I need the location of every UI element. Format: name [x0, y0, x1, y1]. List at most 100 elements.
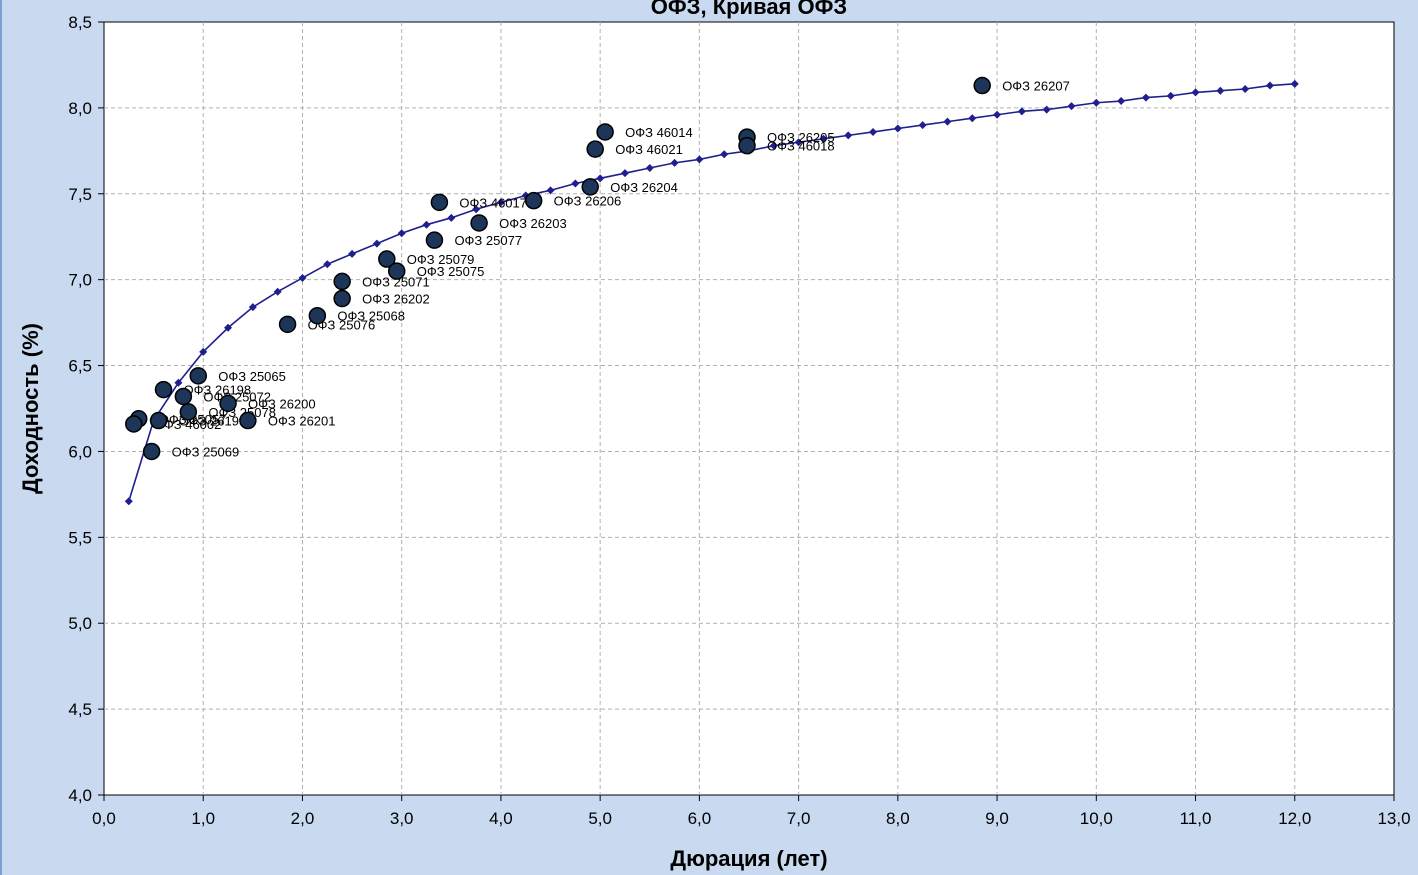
- curve-point: [869, 127, 878, 136]
- curve-point: [472, 205, 481, 214]
- yield-curve-markers: [124, 79, 1299, 506]
- curve-point: [1141, 93, 1150, 102]
- bond-point: [154, 380, 173, 399]
- curve-point: [1290, 79, 1299, 88]
- curve-point: [422, 220, 431, 229]
- curve-point: [372, 239, 381, 248]
- bond-point: [738, 136, 756, 155]
- y-axis-title: Доходность (%): [18, 323, 43, 494]
- bond-point: [333, 272, 351, 291]
- bond-label: ОФЗ 26201: [268, 414, 336, 429]
- bond-point: [333, 289, 351, 308]
- y-tick-label: 8,5: [68, 13, 92, 32]
- curve-point: [273, 287, 282, 296]
- bond-label: ОФЗ 26207: [1002, 79, 1070, 94]
- curve-point: [546, 186, 555, 195]
- curve-point: [670, 158, 679, 167]
- bond-label: ОФЗ 25077: [454, 233, 522, 248]
- curve-point: [620, 169, 629, 178]
- bond-point: [142, 442, 161, 461]
- curve-point: [918, 121, 927, 130]
- chart-title: ОФЗ, Кривая ОФЗ: [651, 0, 847, 19]
- bond-label: ОФЗ 25079: [407, 252, 475, 267]
- bond-point: [596, 123, 614, 141]
- bond-point: [425, 231, 444, 249]
- tick-labels: 0,0 1,0 2,0 3,0 4,0 5,0 6,0 7,0 8,0 9,0 10,0 11,0 12…: [68, 13, 1410, 828]
- curve-point: [1092, 98, 1101, 107]
- x-tick-label: 3,0: [390, 809, 414, 828]
- y-tick-label: 8,0: [68, 99, 92, 118]
- bond-label: ОФЗ 26200: [248, 396, 316, 411]
- x-tick-label: 9,0: [985, 809, 1009, 828]
- bond-point: [378, 250, 396, 268]
- bond-point: [179, 403, 198, 421]
- bond-label: ОФЗ 25065: [218, 369, 286, 384]
- yield-curve-line: [128, 83, 1295, 502]
- bond-point: [174, 387, 193, 406]
- bond-point: [278, 315, 297, 334]
- x-tick-label: 13,0: [1377, 809, 1410, 828]
- x-tick-label: 2,0: [291, 809, 315, 828]
- curve-point: [1067, 102, 1076, 111]
- x-tick-label: 0,0: [92, 809, 116, 828]
- bond-label: ОФЗ 26205: [767, 130, 835, 145]
- curve-point: [968, 114, 977, 123]
- bond-label: ОФЗ 26202: [362, 292, 430, 307]
- y-tick-label: 7,5: [68, 185, 92, 204]
- curve-point: [1117, 97, 1126, 106]
- curve-point: [819, 134, 828, 143]
- curve-point: [769, 141, 778, 150]
- bond-label: ОФЗ 46018: [767, 139, 835, 154]
- x-tick-label: 11,0: [1180, 809, 1212, 828]
- x-axis-title: Дюрация (лет): [670, 846, 827, 871]
- x-tick-label: 1,0: [191, 809, 215, 828]
- x-tick-label: 5,0: [588, 809, 612, 828]
- x-tick-label: 12,0: [1278, 809, 1311, 828]
- bond-point: [239, 411, 257, 430]
- curve-point: [571, 179, 580, 188]
- bond-point: [581, 178, 599, 196]
- curve-point: [844, 131, 853, 140]
- y-tick-label: 6,5: [68, 357, 92, 376]
- curve-point: [794, 138, 803, 147]
- bond-point: [219, 394, 237, 413]
- curve-point: [893, 124, 902, 133]
- bond-label: ОФЗ 25069: [172, 444, 240, 459]
- bond-label: ОФЗ 26204: [610, 180, 678, 195]
- bond-label: ОФЗ 25068: [337, 309, 405, 324]
- x-tick-label: 6,0: [688, 809, 712, 828]
- curve-point: [1216, 86, 1225, 95]
- curve-point: [1166, 91, 1175, 100]
- curve-point: [695, 155, 704, 164]
- bond-label: ОФЗ 25076: [308, 317, 376, 332]
- bond-label: ОФЗ 26199: [179, 414, 247, 429]
- curve-point: [645, 164, 654, 173]
- bond-label: ОФЗ 46014: [625, 125, 693, 140]
- curve-point: [174, 378, 183, 387]
- bond-label: ОФЗ 26206: [554, 194, 622, 209]
- bond-points: [125, 76, 991, 461]
- bond-point: [149, 411, 168, 430]
- curve-point: [199, 347, 208, 356]
- y-tick-label: 6,0: [68, 442, 92, 461]
- bond-point: [387, 262, 406, 280]
- x-tick-label: 7,0: [787, 809, 811, 828]
- curve-point: [124, 497, 133, 506]
- curve-point: [323, 260, 332, 269]
- curve-point: [943, 117, 952, 126]
- bond-point: [430, 193, 449, 212]
- curve-point: [397, 229, 406, 238]
- curve-point: [298, 273, 307, 282]
- curve-point: [447, 213, 456, 222]
- bond-label: ОФЗ 25075: [417, 264, 485, 279]
- bond-point: [125, 415, 143, 433]
- curve-point: [1042, 105, 1051, 114]
- bond-point: [973, 76, 991, 95]
- curve-point: [1241, 84, 1250, 93]
- curve-point: [248, 303, 257, 312]
- curve-point: [993, 110, 1002, 119]
- bond-point: [470, 214, 488, 232]
- y-tick-label: 7,0: [68, 271, 92, 290]
